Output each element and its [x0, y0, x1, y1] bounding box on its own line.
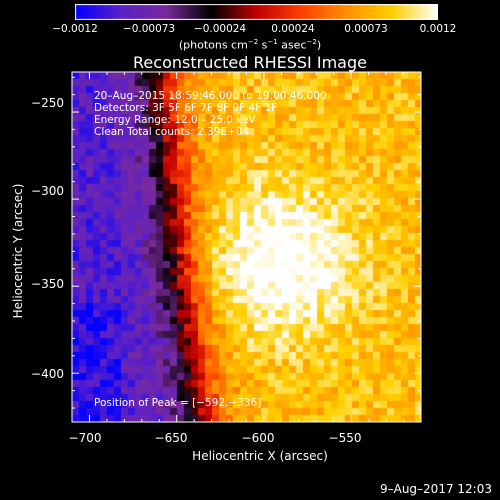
heatmap-image	[72, 72, 421, 422]
y-tick-label: −300	[31, 184, 64, 198]
x-tick-label: −700	[68, 431, 102, 445]
footer-timestamp: 9–Aug–2017 12:03	[379, 482, 492, 496]
chart-title: Reconstructed RHESSI Image	[133, 53, 367, 72]
colorbar-tick: −0.00073	[122, 23, 176, 35]
colorbar-tick: −0.00024	[193, 23, 247, 35]
axis-tick-marks	[72, 72, 421, 422]
annotation-energy-range: Energy Range: 12.0 – 25.0 keV	[94, 114, 256, 126]
colorbar	[75, 4, 438, 20]
colorbar-tick: 0.0012	[419, 23, 457, 35]
y-tick-label: −350	[31, 277, 64, 291]
y-axis-label: Heliocentric Y (arcsec)	[11, 183, 25, 319]
x-axis-label: Heliocentric X (arcsec)	[192, 449, 328, 463]
colorbar-tick: −0.0012	[52, 23, 98, 35]
y-tick-label: −400	[31, 367, 64, 381]
annotation-counts: Clean Total counts: 2.39E+04	[94, 126, 250, 138]
x-tick-label: −600	[241, 431, 275, 445]
y-tick-label: −250	[31, 96, 64, 110]
peak-position-label: Position of Peak = [−592,−336]	[94, 397, 262, 409]
colorbar-tick: 0.00073	[344, 23, 388, 35]
x-tick-label: −550	[328, 431, 362, 445]
colorbar-units: (photons cm−2 s−1 asec−2)	[178, 38, 322, 52]
annotation-detectors: Detectors: 3F 5F 6F 7F 8F 9F 4F 1F	[94, 102, 278, 114]
colorbar-tick: 0.00024	[271, 23, 315, 35]
x-tick-label: −650	[154, 431, 188, 445]
annotation-time-range: 20–Aug–2015 18:59:46.000 to 19:00:46.000	[94, 90, 327, 102]
